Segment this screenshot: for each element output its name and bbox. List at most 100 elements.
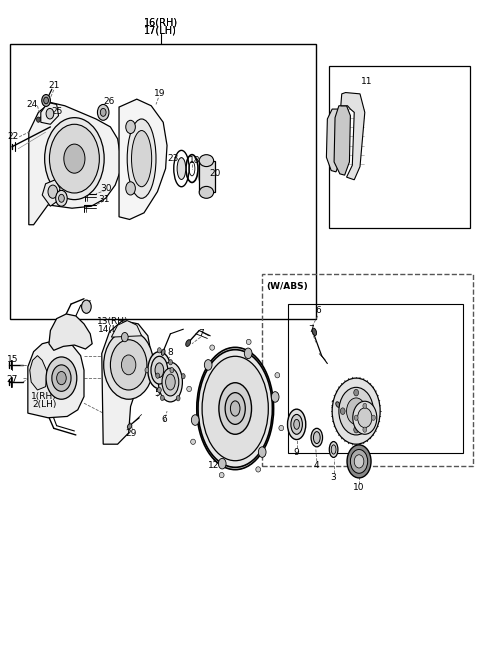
Circle shape <box>121 355 136 375</box>
Ellipse shape <box>311 428 323 447</box>
Circle shape <box>353 401 377 434</box>
Text: 11: 11 <box>361 77 373 87</box>
Text: 26: 26 <box>104 97 115 106</box>
Circle shape <box>258 447 266 457</box>
Bar <box>199 161 215 192</box>
Text: 14(LH): 14(LH) <box>98 325 128 334</box>
Circle shape <box>347 445 371 478</box>
Text: 17(LH): 17(LH) <box>144 25 177 36</box>
Ellipse shape <box>155 363 164 377</box>
Ellipse shape <box>177 158 186 179</box>
Text: 2(LH): 2(LH) <box>32 400 56 409</box>
Ellipse shape <box>230 401 240 416</box>
Circle shape <box>340 408 345 414</box>
Text: 10: 10 <box>353 483 365 492</box>
Text: 27: 27 <box>7 375 18 384</box>
Circle shape <box>176 396 180 401</box>
Polygon shape <box>102 321 151 444</box>
Ellipse shape <box>132 131 152 186</box>
Text: 12: 12 <box>208 461 219 470</box>
Ellipse shape <box>199 186 214 198</box>
Circle shape <box>97 104 109 120</box>
Bar <box>262 274 473 466</box>
Polygon shape <box>28 340 84 418</box>
Polygon shape <box>41 102 59 124</box>
Circle shape <box>59 194 64 202</box>
Text: 6: 6 <box>161 414 167 424</box>
Circle shape <box>332 378 380 444</box>
Text: 28: 28 <box>330 401 342 410</box>
Text: 13(RH): 13(RH) <box>97 317 129 327</box>
Circle shape <box>218 458 226 469</box>
Text: 24: 24 <box>26 100 37 109</box>
Circle shape <box>339 387 373 435</box>
Circle shape <box>372 415 375 420</box>
Text: 1(RH): 1(RH) <box>31 392 57 401</box>
Circle shape <box>168 360 172 365</box>
Ellipse shape <box>199 161 214 192</box>
Ellipse shape <box>291 414 302 434</box>
Circle shape <box>100 108 106 116</box>
Text: (W/ABS): (W/ABS) <box>266 282 308 292</box>
Ellipse shape <box>186 340 191 346</box>
Polygon shape <box>30 356 47 390</box>
Circle shape <box>271 392 279 403</box>
Text: 3: 3 <box>331 473 336 482</box>
Ellipse shape <box>219 473 224 478</box>
Circle shape <box>204 360 212 370</box>
Circle shape <box>44 97 48 104</box>
Bar <box>10 44 316 319</box>
Ellipse shape <box>331 445 336 454</box>
Ellipse shape <box>158 362 182 402</box>
Circle shape <box>104 330 154 399</box>
Circle shape <box>354 389 359 396</box>
Circle shape <box>121 332 128 342</box>
Ellipse shape <box>161 349 165 356</box>
Text: 23: 23 <box>167 154 179 163</box>
Ellipse shape <box>256 467 261 472</box>
Polygon shape <box>119 99 167 219</box>
Text: 25: 25 <box>51 106 62 116</box>
Ellipse shape <box>151 356 168 384</box>
Circle shape <box>45 118 104 200</box>
Ellipse shape <box>191 439 195 444</box>
Circle shape <box>354 415 358 420</box>
Text: 29: 29 <box>125 429 136 438</box>
Circle shape <box>36 117 40 122</box>
Ellipse shape <box>313 432 320 444</box>
Circle shape <box>350 449 368 473</box>
Ellipse shape <box>225 393 245 424</box>
Circle shape <box>347 398 366 424</box>
Ellipse shape <box>210 345 215 350</box>
Text: 9: 9 <box>294 447 300 457</box>
Text: 18: 18 <box>189 156 200 165</box>
Polygon shape <box>29 102 120 225</box>
Ellipse shape <box>329 442 338 457</box>
Circle shape <box>145 368 149 373</box>
Ellipse shape <box>127 424 132 429</box>
Text: 15: 15 <box>7 355 18 364</box>
Text: 30: 30 <box>100 184 111 193</box>
Text: 31: 31 <box>98 195 109 204</box>
Text: 4: 4 <box>314 461 320 470</box>
Ellipse shape <box>202 356 268 461</box>
Circle shape <box>363 427 367 432</box>
Text: 7: 7 <box>198 329 204 338</box>
Ellipse shape <box>294 420 300 430</box>
Text: 19: 19 <box>154 89 165 98</box>
Text: 22: 22 <box>8 132 19 141</box>
Bar <box>329 66 470 228</box>
Polygon shape <box>326 109 342 172</box>
Circle shape <box>52 365 71 391</box>
Text: 7: 7 <box>308 325 314 334</box>
Circle shape <box>157 387 161 393</box>
Ellipse shape <box>288 409 306 440</box>
Ellipse shape <box>246 339 251 344</box>
Text: 8: 8 <box>167 348 173 358</box>
Circle shape <box>363 403 367 408</box>
Circle shape <box>49 124 99 193</box>
Ellipse shape <box>187 386 192 391</box>
Circle shape <box>354 426 359 433</box>
Ellipse shape <box>219 383 252 434</box>
Polygon shape <box>341 93 365 180</box>
